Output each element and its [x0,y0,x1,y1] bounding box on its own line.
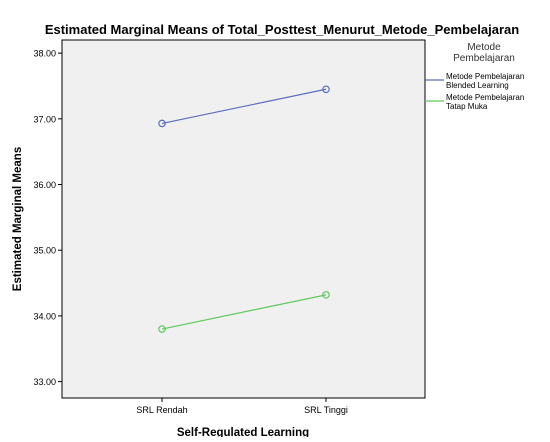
legend-title-line: Metode [467,42,501,53]
legend-title: Metode Pembelajaran [453,42,515,64]
series-point [322,85,330,94]
x-axis-label: Self-Regulated Learning [177,427,309,437]
y-tick-label: 38.00 [33,49,56,59]
legend-label: Metode Pembelajaran [446,72,524,81]
x-tick-label: SRL Rendah [136,405,187,415]
series-point [158,325,166,333]
y-axis-label: Estimated Marginal Means [12,147,24,291]
chart-title: Estimated Marginal Means of Total_Postte… [45,22,519,37]
y-tick-label: 33.00 [33,377,56,387]
y-tick-label: 35.00 [33,246,56,256]
x-tick-label: SRL Tinggi [304,405,348,415]
y-tick-label: 36.00 [33,180,56,190]
series-line [161,88,327,125]
legend: Metode Pembelajaran Metode PembelajaranBl… [425,42,524,111]
y-tick-label: 34.00 [33,311,56,321]
legend-title-line: Pembelajaran [453,53,515,64]
y-axis: 33.00 34.00 35.00 36.00 37.00 38.00 [33,49,62,387]
series-point [158,119,166,128]
y-tick-label: 37.00 [33,114,56,124]
x-axis: SRL Rendah SRL Tinggi [136,398,348,415]
legend-label: Blended Learning [446,81,509,90]
series-group [158,85,330,333]
series-point [322,291,330,299]
plot-area [61,39,426,399]
series-line [161,294,327,330]
legend-label: Tatap Muka [446,102,488,111]
legend-label: Metode Pembelajaran [446,93,524,102]
